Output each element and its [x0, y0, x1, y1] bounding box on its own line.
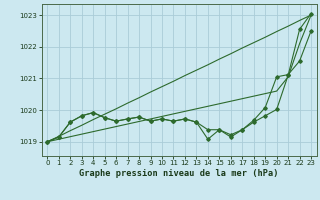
X-axis label: Graphe pression niveau de la mer (hPa): Graphe pression niveau de la mer (hPa): [79, 169, 279, 178]
